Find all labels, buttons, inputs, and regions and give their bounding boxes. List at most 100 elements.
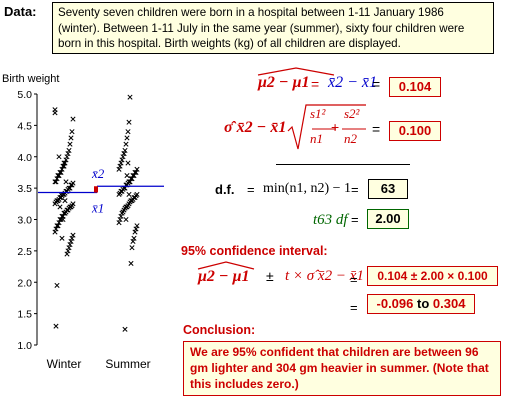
conclusion-heading: Conclusion: [183,323,256,337]
data-point [59,235,65,241]
data-point [119,157,125,163]
data-point [69,235,75,241]
y-tick-label: 3.5 [17,183,32,195]
ci-interval: -0.096 to 0.304 [367,294,475,314]
data-point [55,223,61,229]
data-point [70,232,76,238]
ci-upper: 0.304 [432,296,466,311]
data-point [120,154,126,160]
data-point [61,160,67,166]
data-point [122,326,128,332]
data-point [127,94,133,100]
data-point [63,179,69,185]
ci-rhs: t × σ̂ x̄2 − x̄1 [285,268,364,284]
data-point [130,238,136,245]
data-point [54,282,60,288]
data-point [118,160,124,166]
estimate-eq: = [311,76,320,92]
data-point [59,166,65,172]
ci-heading: 95% confidence interval: [181,244,328,258]
data-point [64,154,70,160]
data-point [126,191,132,197]
data-point [57,204,63,210]
stderr-s1sq: s1² [310,106,326,121]
estimate-eq2: = [372,76,381,92]
mean-label-summer: x̄2 [91,166,105,181]
y-tick-label: 4.0 [17,152,32,164]
mean-difference-bar [94,186,98,193]
ci-pm: ± [266,268,274,284]
divider [276,164,410,165]
data-point [132,229,138,235]
data-point [62,160,68,166]
data-point [67,141,73,147]
data-point [68,238,74,245]
y-tick-label: 4.5 [17,120,32,132]
data-point [127,179,133,185]
data-point [52,229,58,235]
data-point [55,173,61,179]
df-expr: min(n1, n2) − 1 [263,181,351,196]
data-point [124,135,130,141]
data-point [121,151,127,157]
data-point [59,213,65,219]
mean-label-winter: x̄1 [91,201,104,216]
data-point [133,226,139,232]
y-tick-label: 2.5 [17,246,32,258]
ci-lhs: μ2 − μ1 [198,268,250,285]
ci-eq1: = [350,272,358,287]
data-point [116,220,122,226]
t-label: t63 df [313,212,348,228]
x-category-label: Winter [47,357,82,371]
y-tick-label: 1.5 [17,309,32,321]
data-point [66,245,72,251]
data-point [64,251,70,257]
data-point [53,179,59,185]
t-eq: = [351,212,359,227]
stderr-s2sq: s2² [344,106,360,121]
data-point [61,210,67,216]
stderr-lhs: σ̂ x̄2 − x̄1 [224,119,287,136]
y-tick-label: 5.0 [17,89,32,101]
y-tick-label: 2.0 [17,277,32,289]
sqrt-icon [287,104,366,150]
stderr-n2: n2 [344,131,357,146]
data-point [56,220,62,226]
data-point [58,216,64,223]
data-point [125,160,131,166]
data-label: Data: [4,4,37,19]
estimate-rhs: x̄2 − x̄1 [328,74,377,91]
data-point [117,216,123,223]
ci-eq2: = [350,300,358,315]
data-point [68,135,74,141]
data-point [129,245,135,251]
ci-to: to [417,296,430,311]
df-value: 63 [368,179,408,199]
data-point [116,166,122,172]
data-point [60,163,66,169]
data-point [56,154,62,160]
data-point [52,201,58,207]
data-point [65,151,71,157]
data-point [116,191,122,197]
ci-calc: 0.104 ± 2.00 × 0.100 [367,266,498,286]
y-tick-label: 3.0 [17,215,32,227]
hat-icon [197,261,255,270]
df-eq: = [247,182,255,197]
data-point [117,163,123,169]
data-point [57,169,63,175]
data-point [130,173,136,179]
data-point [131,235,137,241]
data-point [122,147,128,154]
data-point [128,176,134,182]
t-value: 2.00 [367,209,409,229]
data-point [134,223,140,229]
data-point [66,147,72,154]
data-point [62,198,68,204]
data-description: Seventy seven children were born in a ho… [52,2,494,54]
data-point [67,242,73,248]
data-point [54,176,60,182]
x-category-label: Summer [105,357,150,371]
data-point [126,119,132,125]
df-label: d.f. [215,182,235,197]
